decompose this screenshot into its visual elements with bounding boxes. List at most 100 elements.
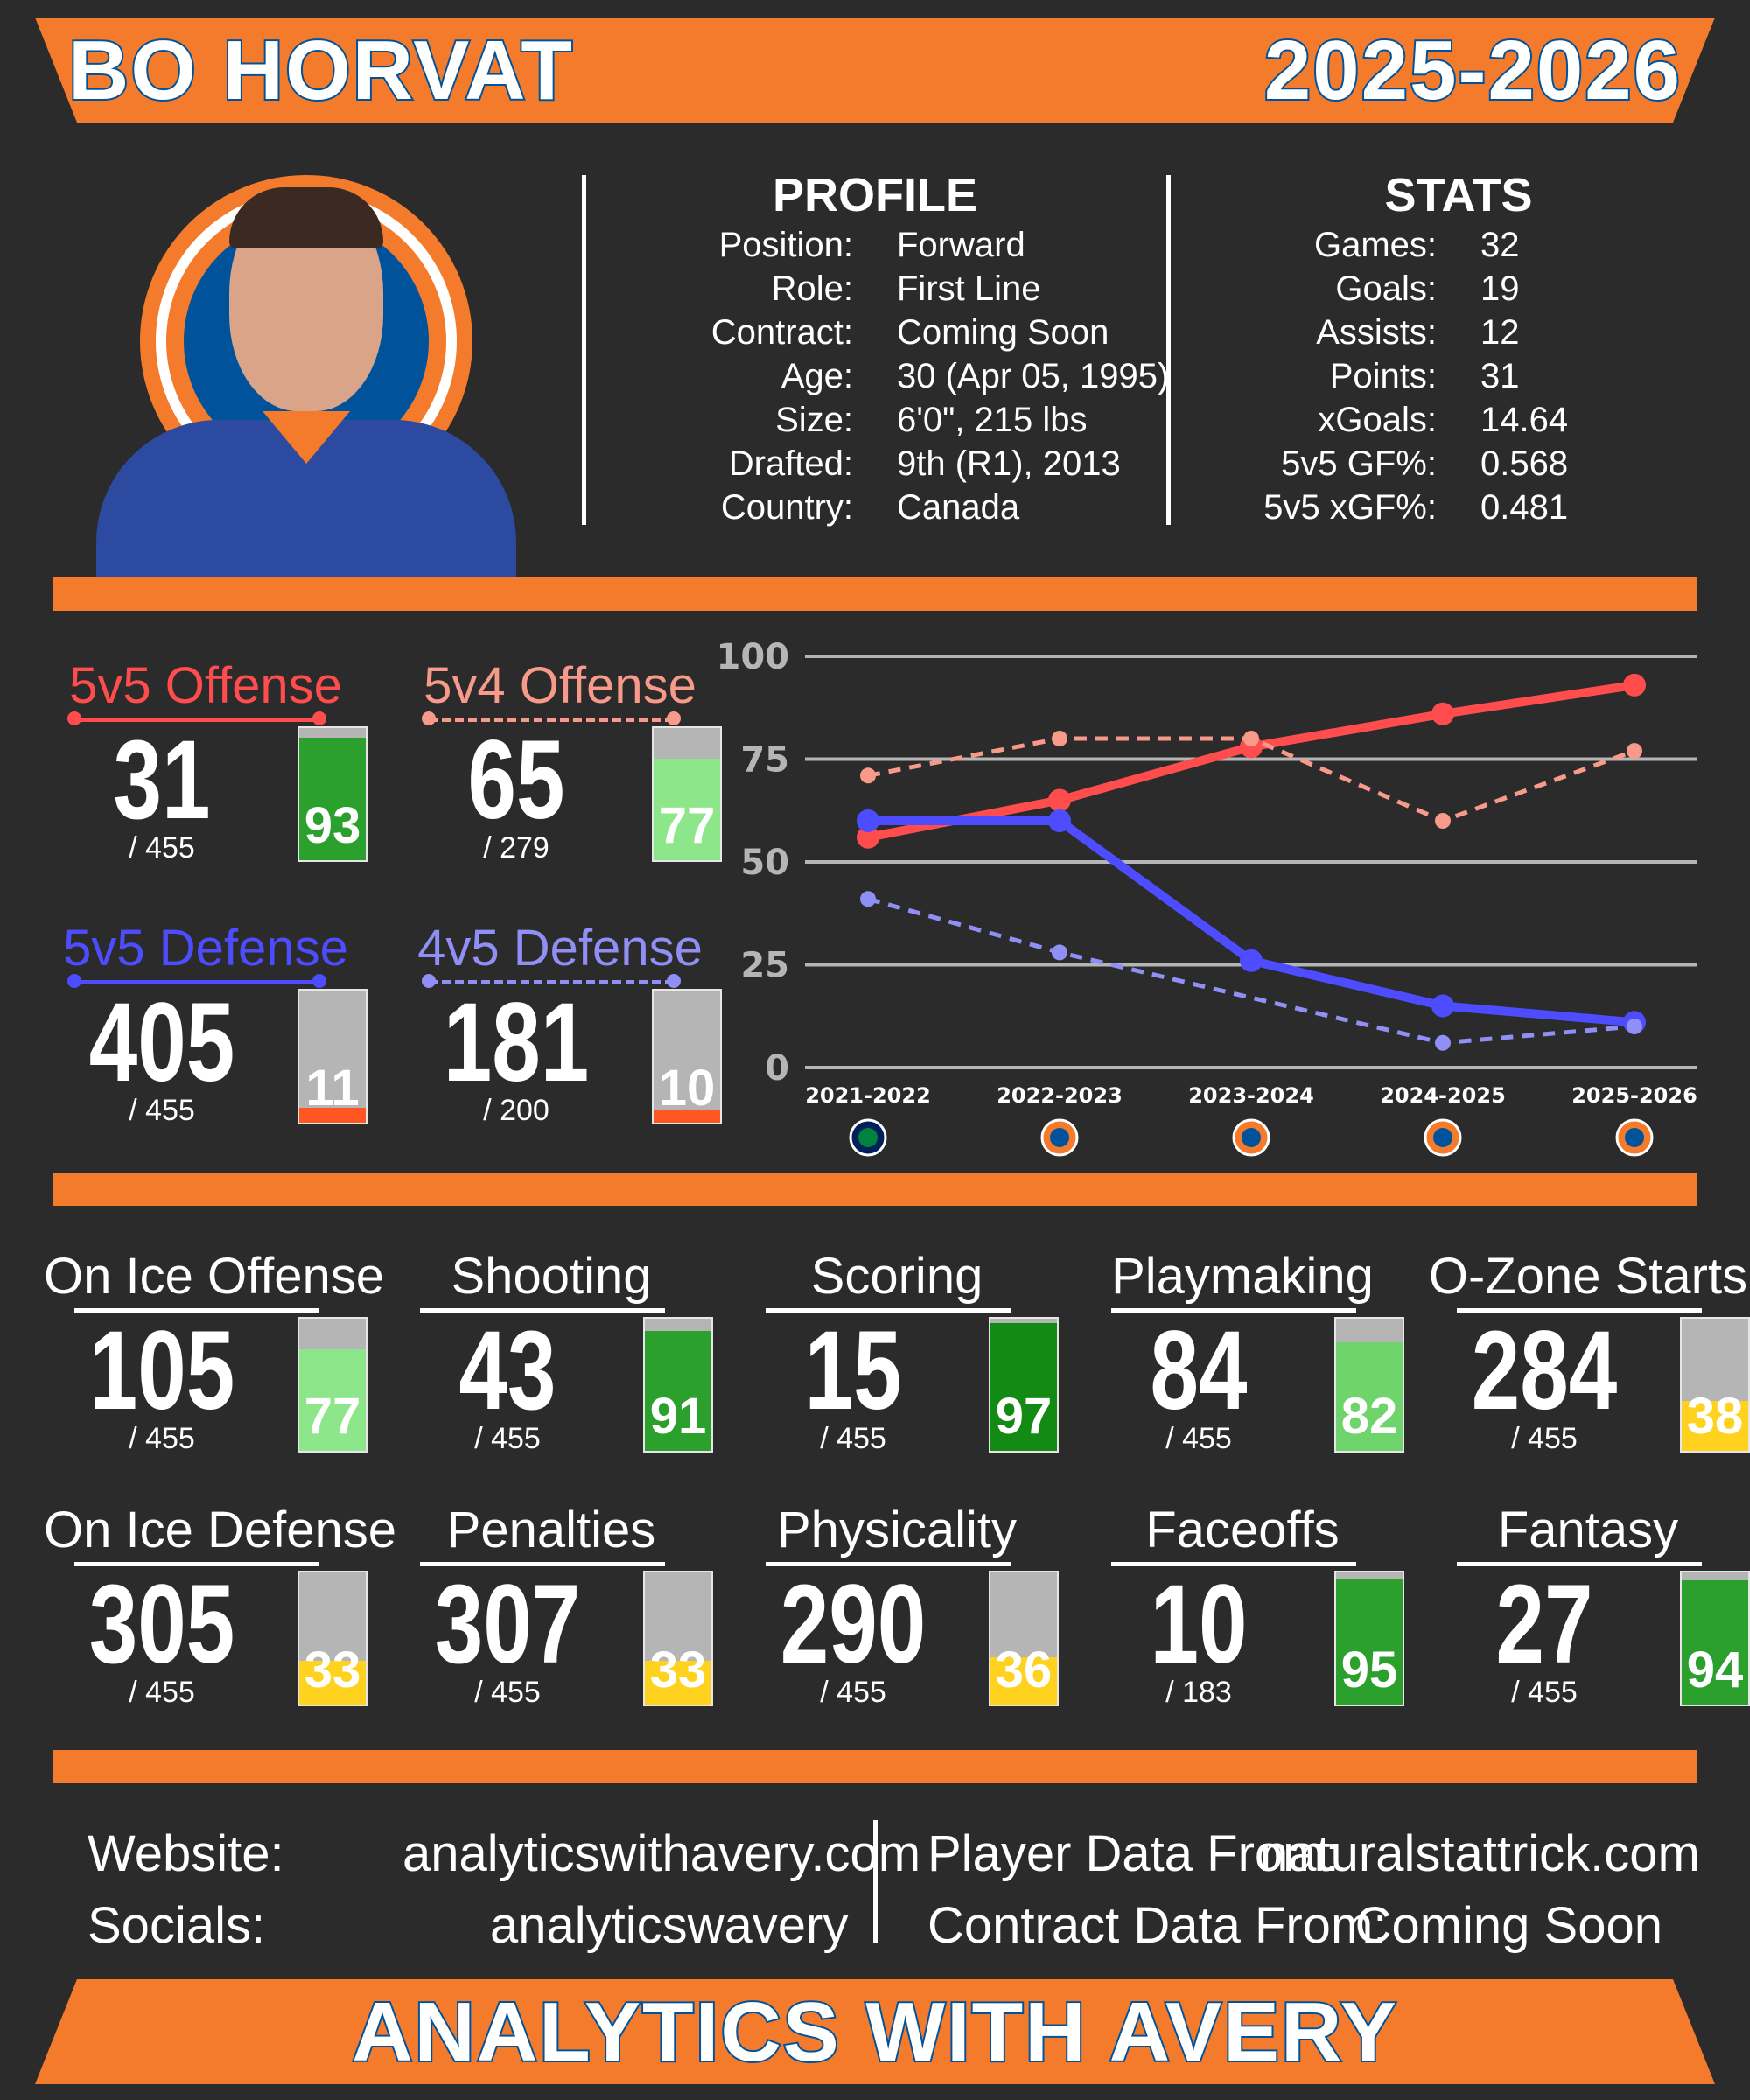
- stats-row-label: Points:: [1329, 357, 1437, 396]
- socials-label: Socials:: [88, 1897, 266, 1954]
- trend-chart: 0 25 50 75 100 2021-2022 2022-2023 2023-2024 202…: [718, 637, 1698, 1157]
- percentile-bar: 93: [298, 726, 368, 862]
- metric-rank: 405: [88, 980, 235, 1105]
- metric-underline: [74, 1562, 319, 1566]
- metric-underline: [1457, 1562, 1702, 1566]
- metric-rank: 43: [458, 1308, 556, 1433]
- series-point: [857, 825, 879, 849]
- stats-row-label: Assists:: [1316, 313, 1437, 352]
- metric-tile: 4v5 Defense 181/ 200 10: [398, 919, 722, 1129]
- series-point: [1048, 809, 1071, 832]
- metric-rank: 105: [88, 1308, 235, 1433]
- series-point: [1052, 731, 1068, 746]
- metric-total: / 455: [474, 1676, 541, 1709]
- socials-handle[interactable]: analyticswavery: [490, 1897, 849, 1954]
- percentile-fill: [299, 1661, 366, 1704]
- season-label: 2025-2026: [1263, 22, 1682, 119]
- series-point: [1243, 731, 1259, 746]
- legend-marker: [312, 711, 326, 725]
- profile-row-label: Size:: [775, 401, 853, 439]
- y-tick-label: 100: [718, 637, 789, 677]
- metric-name: 5v5 Defense: [63, 920, 348, 976]
- stats-row-value: 0.568: [1480, 444, 1569, 483]
- series-point: [1623, 673, 1646, 696]
- percentile-fill: [654, 1109, 720, 1123]
- series-point: [1435, 1034, 1451, 1051]
- metric-name: O-Zone Starts: [1428, 1248, 1748, 1305]
- metric-underline: [429, 718, 674, 722]
- metric-rank: 27: [1495, 1562, 1593, 1687]
- islanders-logo-icon: [1040, 1118, 1079, 1157]
- stats-row-value: 32: [1480, 226, 1520, 264]
- player-data-source[interactable]: naturalstattrick.com: [1260, 1825, 1700, 1882]
- stats-title: STATS: [1384, 169, 1533, 221]
- series-point: [1240, 948, 1263, 972]
- percentile-bar: 77: [652, 726, 722, 862]
- profile-row-value: 30 (Apr 05, 1995): [897, 357, 1170, 396]
- player-hair: [229, 187, 383, 248]
- profile-row-label: Contract:: [710, 313, 853, 352]
- metric-total: / 455: [1166, 1422, 1232, 1455]
- metric-total: / 455: [1511, 1676, 1578, 1709]
- separator-1: [52, 578, 1698, 611]
- contract-data-label: Contract Data From:: [928, 1897, 1388, 1954]
- metric-underline: [1111, 1562, 1356, 1566]
- website-label: Website:: [88, 1825, 284, 1882]
- percentile-bar: 33: [643, 1571, 713, 1706]
- brand-name: ANALYTICS WITH AVERY: [350, 1984, 1398, 2081]
- series-line: [868, 816, 1635, 1027]
- stats-row-value: 19: [1480, 270, 1520, 308]
- metric-underline: [74, 718, 319, 722]
- percentile-fill: [654, 758, 720, 860]
- metric-underline: [74, 980, 319, 984]
- footer-divider: [873, 1820, 878, 1942]
- percentile-bar: 97: [989, 1317, 1059, 1452]
- metric-name: Scoring: [810, 1248, 984, 1305]
- stats-divider: [1166, 175, 1171, 525]
- profile-row-label: Position:: [718, 226, 853, 264]
- legend-marker: [667, 974, 681, 988]
- metric-tile: O-Zone Starts 284/ 455 38: [1426, 1247, 1750, 1457]
- islanders-logo-icon: [1424, 1118, 1462, 1157]
- metric-tile: On Ice Offense 105/ 455 77: [44, 1247, 384, 1457]
- series-point: [1432, 994, 1454, 1018]
- metric-total: / 455: [129, 831, 195, 864]
- metric-total: / 455: [820, 1422, 886, 1455]
- percentile-value: 38: [1686, 1388, 1744, 1445]
- metric-total: / 455: [129, 1676, 195, 1709]
- percentile-bar: 95: [1334, 1571, 1404, 1706]
- metric-underline: [766, 1308, 1011, 1312]
- percentile-bar: 33: [298, 1571, 368, 1706]
- series-point: [1048, 788, 1071, 812]
- metric-name: 5v4 Offense: [424, 657, 696, 714]
- metric-total: / 455: [474, 1422, 541, 1455]
- metric-name: Penalties: [446, 1502, 656, 1558]
- series-point: [1627, 1018, 1642, 1034]
- stats-row-value: 14.64: [1480, 401, 1569, 439]
- website-link[interactable]: analyticswithavery.com: [402, 1825, 921, 1882]
- metric-total: / 455: [820, 1676, 886, 1709]
- series-point: [857, 809, 879, 832]
- percentile-value: 77: [304, 1388, 361, 1445]
- x-tick-label: 2025-2026: [1572, 1083, 1698, 1108]
- percentile-fill: [1336, 1578, 1403, 1704]
- stats-row-label: Games:: [1313, 226, 1437, 264]
- percentile-value: 33: [649, 1642, 707, 1698]
- percentile-bar: 36: [989, 1571, 1059, 1706]
- metric-underline: [420, 1308, 665, 1312]
- x-tick-label: 2024-2025: [1380, 1083, 1506, 1108]
- series-point: [1052, 944, 1068, 961]
- profile-title: PROFILE: [772, 169, 977, 221]
- metric-name: Shooting: [451, 1248, 652, 1305]
- series-line: [867, 680, 1635, 842]
- metric-total: / 279: [483, 831, 550, 864]
- percentile-value: 10: [658, 1060, 716, 1116]
- player-data-label: Player Data From:: [928, 1825, 1340, 1882]
- percentile-value: 11: [305, 1060, 360, 1116]
- metric-tile: Faceoffs 10/ 183 95: [1081, 1501, 1404, 1711]
- x-tick-label: 2022-2023: [997, 1083, 1123, 1108]
- profile-divider: [582, 175, 586, 525]
- series-point: [1432, 702, 1454, 725]
- y-tick-label: 50: [740, 843, 789, 883]
- metric-name: 5v5 Offense: [69, 657, 342, 714]
